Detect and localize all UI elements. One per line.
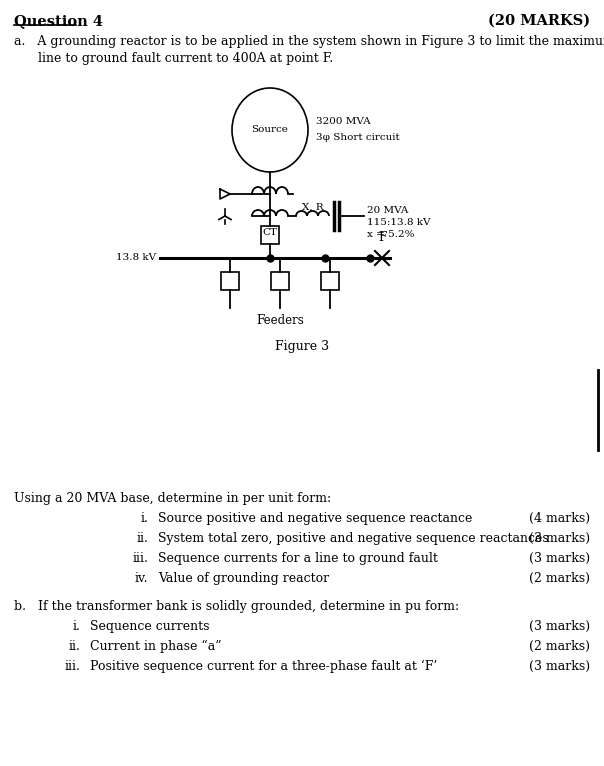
Text: 13.8 kV: 13.8 kV — [116, 254, 156, 263]
Text: X, R: X, R — [301, 203, 323, 212]
Text: (2 marks): (2 marks) — [529, 572, 590, 585]
Text: Source positive and negative sequence reactance: Source positive and negative sequence re… — [158, 512, 472, 525]
Text: 3φ Short circuit: 3φ Short circuit — [316, 133, 400, 142]
Text: 20 MVA: 20 MVA — [367, 206, 408, 215]
Text: Figure 3: Figure 3 — [275, 340, 329, 353]
Text: (3 marks): (3 marks) — [529, 660, 590, 673]
Text: (3 marks): (3 marks) — [529, 552, 590, 565]
Bar — [261, 226, 279, 244]
Text: Sequence currents: Sequence currents — [90, 620, 210, 633]
Text: ii.: ii. — [136, 532, 148, 545]
Text: Feeders: Feeders — [256, 314, 304, 327]
Text: System total zero, positive and negative sequence reactances: System total zero, positive and negative… — [158, 532, 549, 545]
Text: CT: CT — [263, 228, 277, 237]
Text: Positive sequence current for a three-phase fault at ‘F’: Positive sequence current for a three-ph… — [90, 660, 437, 673]
Text: (3 marks): (3 marks) — [529, 620, 590, 633]
Text: Source: Source — [251, 126, 289, 135]
Text: ii.: ii. — [68, 640, 80, 653]
Text: a.   A grounding reactor is to be applied in the system shown in Figure 3 to lim: a. A grounding reactor is to be applied … — [14, 35, 604, 48]
Text: Sequence currents for a line to ground fault: Sequence currents for a line to ground f… — [158, 552, 438, 565]
Text: Using a 20 MVA base, determine in per unit form:: Using a 20 MVA base, determine in per un… — [14, 492, 331, 505]
Text: Value of grounding reactor: Value of grounding reactor — [158, 572, 329, 585]
Text: i.: i. — [72, 620, 80, 633]
Bar — [271, 272, 289, 290]
Text: i.: i. — [140, 512, 148, 525]
Text: F: F — [378, 231, 386, 244]
Bar — [221, 272, 239, 290]
Text: x = 5.2%: x = 5.2% — [367, 230, 414, 239]
Text: iii.: iii. — [132, 552, 148, 565]
Text: iv.: iv. — [135, 572, 148, 585]
Text: 3200 MVA: 3200 MVA — [316, 117, 371, 126]
Text: (20 MARKS): (20 MARKS) — [488, 14, 590, 28]
Text: line to ground fault current to 400A at point F.: line to ground fault current to 400A at … — [14, 52, 333, 65]
Text: Current in phase “a”: Current in phase “a” — [90, 640, 222, 653]
Text: (3 marks): (3 marks) — [529, 532, 590, 545]
Text: iii.: iii. — [64, 660, 80, 673]
Text: (4 marks): (4 marks) — [529, 512, 590, 525]
Text: (2 marks): (2 marks) — [529, 640, 590, 653]
Text: b.   If the transformer bank is solidly grounded, determine in pu form:: b. If the transformer bank is solidly gr… — [14, 600, 459, 613]
Bar — [321, 272, 339, 290]
Text: Question 4: Question 4 — [14, 14, 103, 28]
Text: 115:13.8 kV: 115:13.8 kV — [367, 218, 431, 227]
